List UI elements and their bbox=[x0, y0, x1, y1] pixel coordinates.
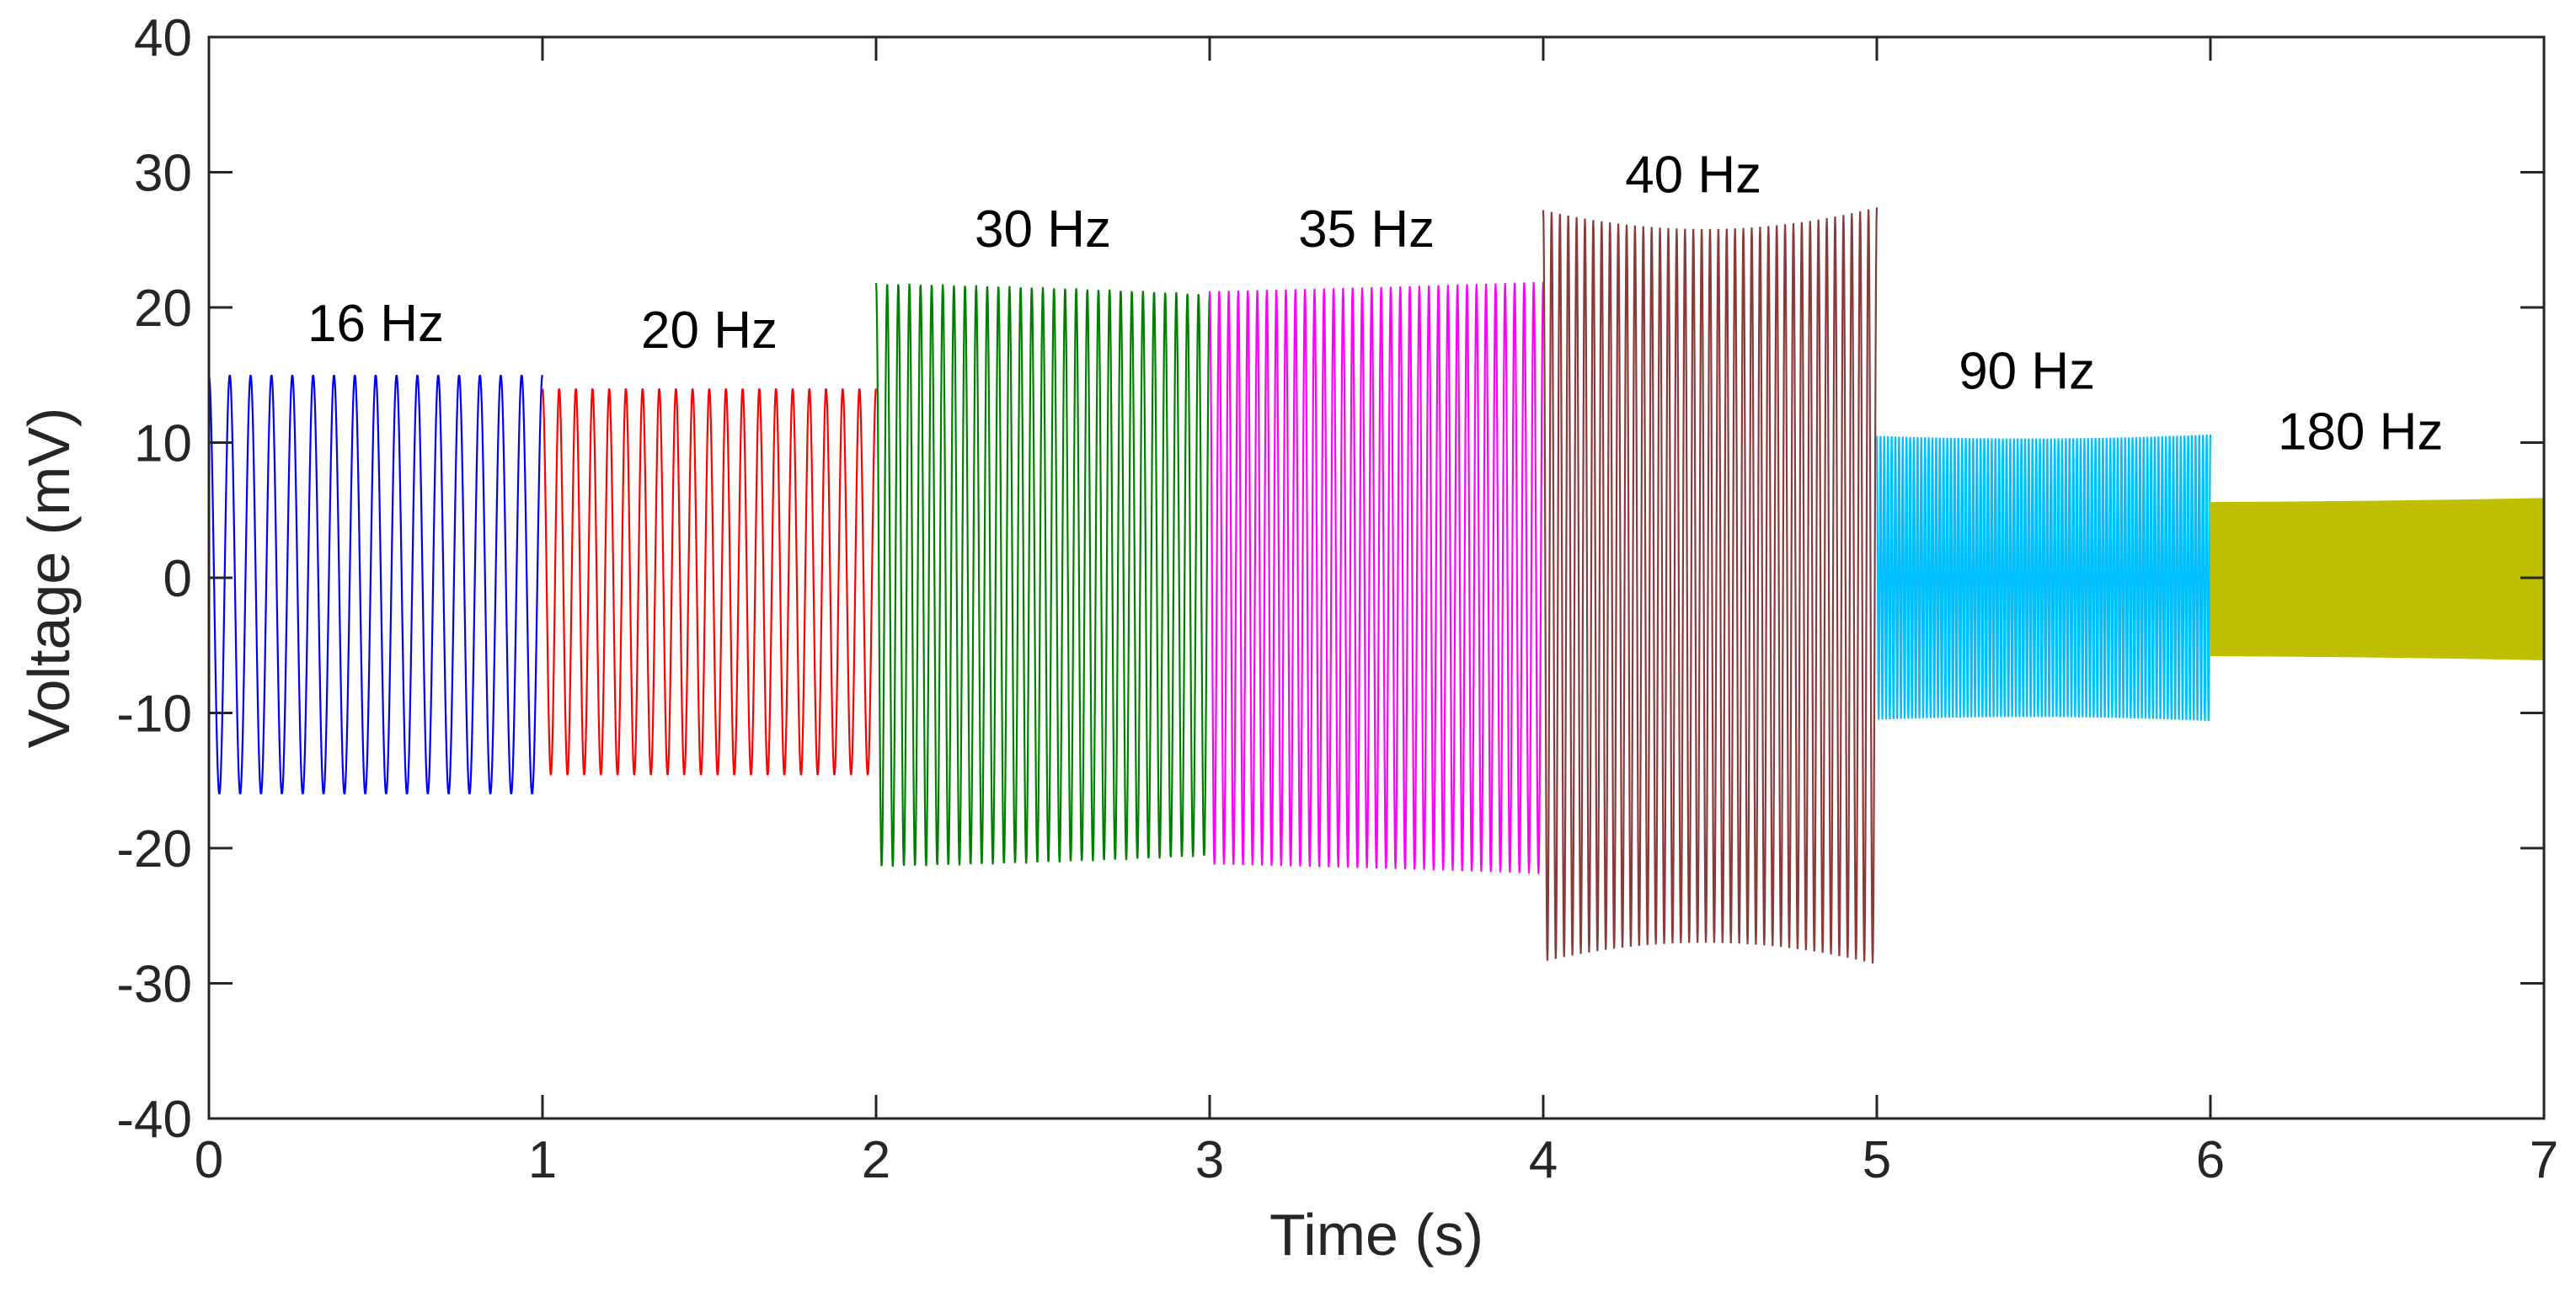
segment-label-35hz: 35 Hz bbox=[1298, 200, 1435, 259]
y-tick-label: 0 bbox=[163, 550, 192, 608]
y-tick-label: -20 bbox=[116, 820, 192, 878]
x-axis-title: Time (s) bbox=[1269, 1202, 1483, 1268]
y-axis: -40 -30 -20 -10 0 10 20 30 40 bbox=[116, 9, 2544, 1149]
x-tick-label: 5 bbox=[1863, 1131, 1891, 1189]
x-tick-label: 4 bbox=[1529, 1131, 1558, 1189]
x-tick-label: 3 bbox=[1195, 1131, 1224, 1189]
y-tick-label: 10 bbox=[134, 415, 192, 473]
x-tick-label: 1 bbox=[528, 1131, 557, 1189]
x-tick-label: 7 bbox=[2530, 1131, 2558, 1189]
x-tick-label: 2 bbox=[862, 1131, 890, 1189]
series-line-20hz bbox=[541, 388, 878, 776]
y-tick-label: -40 bbox=[116, 1091, 192, 1149]
series-line-30hz bbox=[874, 283, 1211, 868]
y-tick-label: 20 bbox=[134, 280, 192, 338]
segment-label-40hz: 40 Hz bbox=[1625, 147, 1761, 205]
segment-label-20hz: 20 Hz bbox=[641, 302, 778, 360]
series-line-180hz bbox=[2209, 498, 2544, 660]
series-layer bbox=[209, 207, 2544, 964]
y-tick-label: -10 bbox=[116, 686, 192, 744]
plot-area bbox=[209, 207, 2544, 964]
series-line-90hz bbox=[1875, 434, 2212, 722]
x-axis: 0 1 2 3 4 5 6 7 bbox=[195, 37, 2558, 1189]
x-tick-label: 0 bbox=[195, 1131, 223, 1189]
segment-label-90hz: 90 Hz bbox=[1959, 342, 2095, 400]
y-tick-label: 40 bbox=[134, 9, 192, 67]
segment-labels: 16 Hz 20 Hz 30 Hz 35 Hz 40 Hz 90 Hz 180 Hz bbox=[307, 147, 2443, 462]
series-line-16hz bbox=[209, 374, 544, 795]
segment-label-180hz: 180 Hz bbox=[2278, 403, 2443, 462]
segment-label-16hz: 16 Hz bbox=[307, 295, 444, 353]
series-line-40hz bbox=[1542, 207, 1879, 964]
y-tick-label: -30 bbox=[116, 956, 192, 1014]
series-line-35hz bbox=[1208, 281, 1545, 874]
x-tick-label: 6 bbox=[2196, 1131, 2225, 1189]
y-axis-title: Voltage (mV) bbox=[16, 408, 82, 749]
segment-label-30hz: 30 Hz bbox=[975, 200, 1111, 259]
y-tick-label: 30 bbox=[134, 145, 192, 203]
